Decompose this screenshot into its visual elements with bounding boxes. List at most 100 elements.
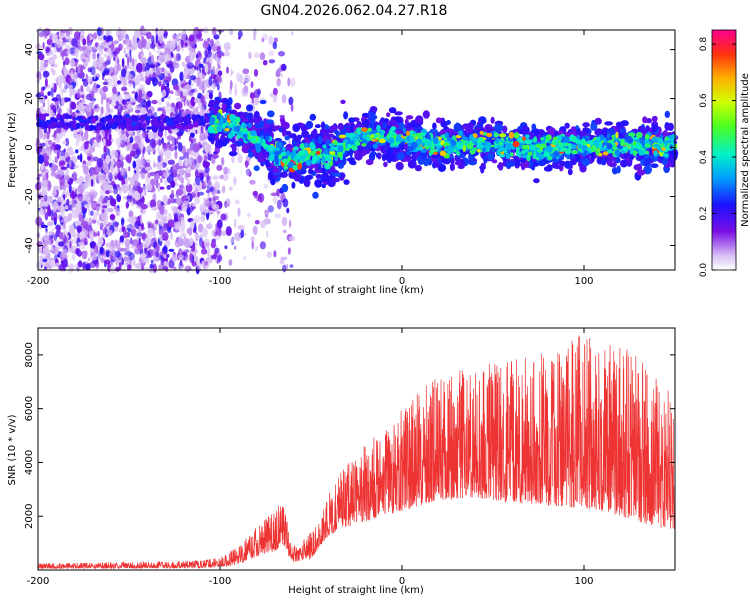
spectrogram-noise-dot	[93, 108, 100, 112]
spectrogram-noise-dot	[71, 254, 76, 261]
spectrogram-noise-dot	[69, 88, 77, 96]
spectrogram-noise-dot	[107, 184, 113, 190]
spectrogram-noise-dot	[243, 74, 251, 83]
spectrogram-noise-dot	[160, 44, 168, 50]
spectrogram-noise-dot	[290, 103, 294, 112]
spectrogram-noise-dot	[100, 240, 104, 244]
spectrogram-noise-dot	[60, 205, 66, 213]
spectrogram-noise-dot	[174, 145, 178, 151]
spectrogram-ridge-dot	[620, 159, 628, 168]
spectrogram-noise-dot	[82, 58, 87, 63]
spectrogram-noise-dot	[83, 141, 89, 150]
spectrogram-noise-dot	[163, 223, 169, 227]
spectrogram-noise-dot	[155, 33, 158, 44]
spectrogram-ridge-dot	[381, 122, 388, 129]
spectrogram-ridge-dot	[129, 126, 136, 131]
spectrogram-ridge-dot	[565, 160, 572, 170]
spectrogram-noise-dot	[47, 257, 55, 262]
spectrogram-noise-dot	[100, 42, 106, 50]
spectrogram-noise-dot	[217, 254, 223, 262]
spectrogram-noise-dot	[213, 65, 215, 72]
spectrogram-noise-dot	[129, 54, 132, 64]
spectrogram-noise-dot	[115, 137, 123, 146]
spectrogram-noise-dot	[224, 51, 230, 57]
spectrogram-noise-dot	[190, 150, 195, 157]
spectrogram-noise-dot	[62, 140, 67, 145]
spectrogram-noise-dot	[171, 189, 174, 198]
spectrogram-noise-dot	[272, 93, 278, 103]
spectrogram-noise-dot	[288, 236, 296, 242]
spectrogram-ridge-dot	[220, 134, 225, 141]
spectrogram-noise-dot	[46, 151, 52, 157]
spectrogram-noise-dot	[119, 154, 124, 161]
spectrogram-noise-dot	[156, 162, 164, 171]
spectrogram-ridge-dot	[167, 118, 174, 126]
spectrogram-noise-dot	[91, 34, 97, 38]
spectrogram-noise-dot	[106, 199, 112, 207]
spectrogram-ridge-dot	[383, 161, 388, 168]
spectrogram-ridge-dot	[235, 140, 244, 146]
spectrogram-noise-dot	[245, 160, 249, 169]
spectrogram-noise-dot	[150, 42, 156, 50]
spectrogram-noise-dot	[174, 150, 178, 160]
spectrogram-noise-dot	[189, 55, 194, 63]
spectrogram-noise-dot	[136, 232, 143, 237]
spectrogram-ridge-dot	[49, 124, 57, 129]
spectrogram-noise-dot	[121, 57, 125, 68]
spectrogram-ridge-dot	[84, 124, 89, 131]
spectrogram-noise-dot	[177, 142, 183, 152]
spectrogram-noise-dot	[69, 224, 75, 234]
spectrogram-noise-dot	[282, 198, 289, 208]
spectrogram-noise-dot	[105, 36, 111, 41]
spectrogram-noise-dot	[91, 99, 95, 106]
spectrogram-noise-dot	[43, 132, 48, 140]
spectrogram-noise-dot	[199, 203, 207, 213]
spectrogram-noise-dot	[274, 213, 282, 219]
spectrogram-noise-dot	[97, 158, 104, 168]
spectrogram-noise-dot	[40, 105, 44, 113]
spectrogram-noise-dot	[83, 107, 85, 115]
spectrogram-noise-dot	[90, 137, 95, 144]
spectrogram-noise-dot	[151, 99, 158, 105]
spectrogram-ridge-dot	[509, 152, 514, 157]
spectrogram-noise-dot	[288, 96, 294, 106]
spectrogram-noise-dot	[97, 60, 102, 69]
spectrogram-noise-dot	[185, 183, 193, 193]
spectrogram-noise-dot	[100, 96, 104, 105]
spectrogram-noise-dot	[128, 216, 135, 225]
spectrogram-noise-dot	[82, 38, 87, 46]
spectrogram-noise-dot	[108, 133, 112, 141]
spectrogram-noise-dot	[78, 196, 83, 202]
spectrogram-ridge-dot	[388, 107, 397, 114]
spectrogram-noise-dot	[121, 169, 125, 176]
spectrogram-noise-dot	[84, 204, 90, 209]
spectrogram-noise-dot	[47, 56, 56, 66]
spectrogram-noise-dot	[146, 31, 152, 40]
spectrogram-noise-dot	[254, 220, 260, 225]
spectrogram-noise-dot	[161, 97, 165, 103]
spectrogram-noise-dot	[289, 219, 292, 228]
spectrogram-noise-dot	[200, 95, 206, 104]
spectrogram-noise-dot	[188, 135, 192, 142]
spectrogram-noise-dot	[214, 195, 220, 201]
spectrogram-ridge-dot	[581, 158, 591, 167]
spectrogram-ridge-dot	[253, 111, 260, 119]
spectrogram-noise-dot	[276, 199, 282, 210]
spectrogram-noise-dot	[100, 258, 105, 264]
spectrogram-noise-dot	[114, 105, 118, 109]
spectrogram-noise-dot	[164, 239, 171, 247]
spectrogram-noise-dot	[59, 106, 62, 117]
spectrogram-noise-dot	[96, 27, 102, 37]
spectrogram-noise-dot	[247, 212, 251, 218]
spectrogram-noise-dot	[155, 243, 160, 253]
spectrogram-noise-dot	[52, 261, 56, 268]
spectrogram-noise-dot	[157, 186, 161, 193]
spectrogram-ridge-dot	[266, 119, 274, 124]
spectrogram-ridge-dot	[343, 179, 350, 185]
spectrogram-noise-dot	[135, 158, 143, 168]
spectrogram-ridge-dot	[521, 125, 530, 135]
spectrogram-noise-dot	[214, 40, 220, 47]
spectrogram-noise-dot	[69, 93, 73, 98]
spectrogram-noise-dot	[90, 255, 98, 261]
spectrogram-noise-dot	[187, 128, 192, 135]
